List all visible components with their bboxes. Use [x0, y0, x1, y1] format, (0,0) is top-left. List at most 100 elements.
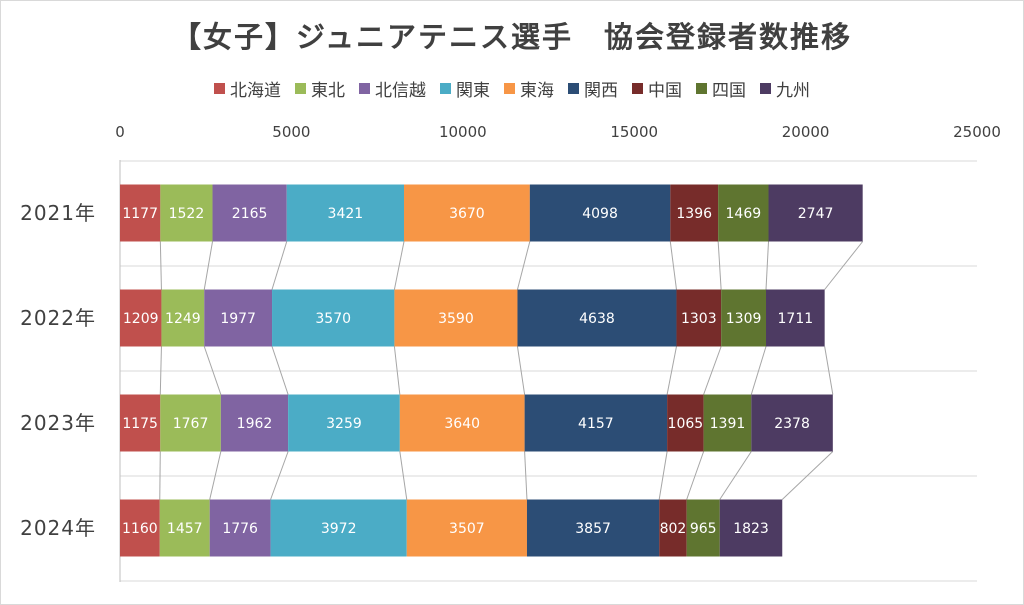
- data-label: 1249: [165, 311, 201, 327]
- bar-segment: [718, 184, 769, 242]
- legend-item: 関東: [440, 76, 490, 101]
- legend-item: 四国: [696, 76, 746, 101]
- series-line: [824, 346, 834, 395]
- series-line: [781, 451, 834, 500]
- data-label: 3857: [575, 521, 611, 537]
- data-label: 3670: [449, 206, 485, 222]
- bar-segment: [670, 184, 719, 242]
- chart-title: 【女子】ジュニアテニス選手 協会登録者数推移: [172, 20, 852, 54]
- bar-segment: [286, 184, 405, 242]
- series-line: [516, 346, 526, 395]
- category-label: 2022年: [20, 306, 96, 330]
- series-line: [824, 241, 864, 290]
- legend-item: 関西: [568, 76, 618, 101]
- legend-label: 九州: [776, 81, 810, 101]
- data-label: 1711: [778, 311, 814, 327]
- bar-segment: [120, 394, 161, 452]
- legend-label: 北信越: [375, 81, 426, 101]
- bar-segment: [212, 184, 287, 242]
- data-label: 3507: [449, 521, 485, 537]
- data-label: 2747: [798, 206, 834, 222]
- bar-segment: [667, 394, 704, 452]
- legend-label: 中国: [648, 81, 682, 101]
- data-label: 1065: [668, 416, 704, 432]
- bar-segment: [524, 394, 668, 452]
- series-line: [719, 451, 752, 500]
- legend-swatch: [696, 83, 707, 94]
- data-label: 1962: [237, 416, 273, 432]
- data-label: 1396: [676, 206, 712, 222]
- data-label: 1177: [122, 206, 158, 222]
- series-line: [703, 346, 722, 395]
- bar-segment: [288, 394, 400, 452]
- data-label: 1776: [222, 521, 258, 537]
- bar-segment: [766, 289, 825, 347]
- series-line: [209, 451, 222, 500]
- series-line: [271, 241, 288, 290]
- bar-segment: [204, 289, 273, 347]
- data-label: 1469: [726, 206, 762, 222]
- series-line: [658, 451, 668, 500]
- data-label: 3972: [321, 521, 357, 537]
- bar-segment: [406, 499, 527, 557]
- series-line: [393, 346, 401, 395]
- series-line: [271, 346, 289, 395]
- bar-segment: [120, 184, 161, 242]
- series-line: [524, 451, 528, 500]
- series-line: [516, 241, 531, 290]
- bar-segment: [659, 499, 687, 557]
- legend-swatch: [760, 83, 771, 94]
- bar-segment: [161, 289, 205, 347]
- bar-segment: [272, 289, 395, 347]
- data-label: 1309: [726, 311, 762, 327]
- bar-segment: [160, 184, 213, 242]
- legend-label: 東海: [520, 81, 554, 101]
- data-label: 3640: [444, 416, 480, 432]
- data-label: 1303: [681, 311, 717, 327]
- bar-segment: [526, 499, 660, 557]
- bar-segment: [721, 289, 767, 347]
- x-tick-label: 0: [115, 123, 125, 141]
- series-line: [399, 451, 408, 500]
- x-tick-label: 10000: [439, 123, 487, 141]
- data-label: 1823: [733, 521, 769, 537]
- category-label: 2024年: [20, 516, 96, 540]
- data-label: 1977: [220, 311, 256, 327]
- x-tick-label: 25000: [953, 123, 1001, 141]
- legend-swatch: [568, 83, 579, 94]
- bar-segment: [686, 499, 720, 557]
- legend-swatch: [504, 83, 515, 94]
- series-line: [203, 241, 214, 290]
- data-label: 2165: [232, 206, 268, 222]
- x-tick-label: 5000: [272, 123, 310, 141]
- data-label: 3570: [315, 311, 351, 327]
- bar-segment: [209, 499, 271, 557]
- data-label: 1457: [167, 521, 203, 537]
- data-label: 3421: [328, 206, 364, 222]
- series-line: [159, 451, 161, 500]
- bar-segment: [751, 394, 833, 452]
- series-line: [669, 241, 677, 290]
- legend-label: 四国: [712, 81, 746, 101]
- bar-segment: [517, 289, 677, 347]
- data-label: 1391: [710, 416, 746, 432]
- series-line: [717, 241, 722, 290]
- legend-swatch: [359, 83, 370, 94]
- bar-segment: [120, 289, 162, 347]
- bar-segment: [160, 394, 221, 452]
- x-tick-label: 20000: [782, 123, 830, 141]
- bar-segment: [394, 289, 518, 347]
- bar-segment: [399, 394, 525, 452]
- legend-swatch: [632, 83, 643, 94]
- series-line: [666, 346, 677, 395]
- series-line: [750, 346, 767, 395]
- bar-segment: [676, 289, 722, 347]
- data-label: 4098: [582, 206, 618, 222]
- series-line: [270, 451, 289, 500]
- bar-segment: [703, 394, 752, 452]
- legend-item: 九州: [760, 76, 810, 101]
- legend-item: 北信越: [359, 76, 426, 101]
- data-label: 802: [660, 521, 687, 537]
- bar-segment: [529, 184, 671, 242]
